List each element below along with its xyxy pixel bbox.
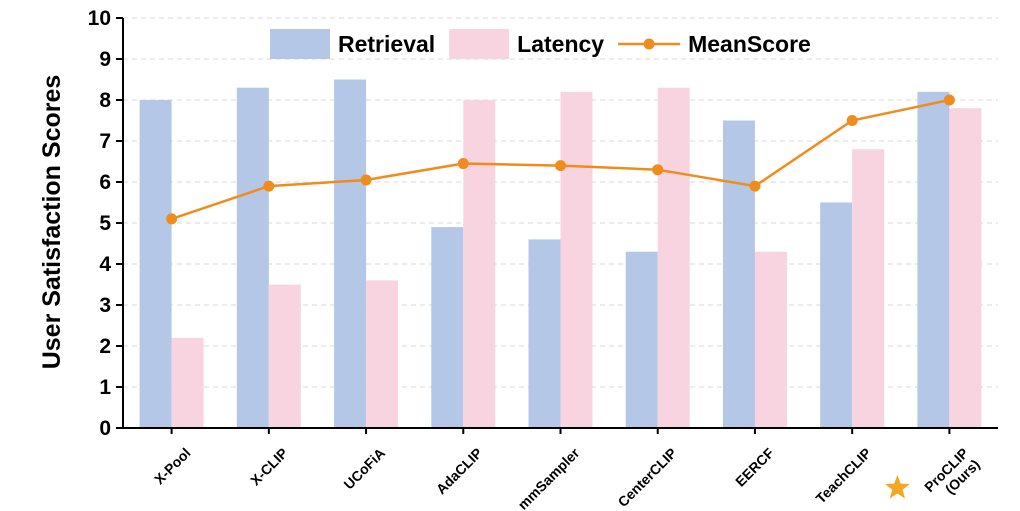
legend-item-latency: Latency — [449, 29, 604, 59]
legend-swatch — [449, 29, 510, 59]
x-tick-label: TeachCLIP — [812, 445, 874, 507]
y-tick-label: 2 — [99, 335, 111, 358]
y-tick-label: 8 — [99, 89, 111, 112]
y-tick-label: 10 — [88, 7, 111, 30]
bar-latency — [754, 251, 787, 428]
bar-latency — [852, 149, 885, 428]
mean-score-point — [555, 160, 566, 172]
bar-latency — [949, 108, 982, 428]
legend-swatch — [270, 29, 330, 59]
bar-retrieval — [917, 91, 950, 429]
mean-score-point — [166, 213, 178, 225]
mean-score-point — [360, 174, 372, 186]
y-tick-label: 9 — [99, 48, 111, 71]
bar-retrieval — [431, 227, 464, 428]
x-tick-label: CenterCLIP — [615, 445, 680, 510]
y-axis-title: User Satisfaction Scores — [38, 75, 66, 370]
legend-label: Latency — [517, 31, 604, 57]
x-tick-label: UCoFiA — [340, 445, 388, 493]
mean-score-point — [749, 180, 761, 192]
bar-latency — [560, 91, 593, 429]
x-tick-label: X-Pool — [151, 445, 194, 488]
legend-label: MeanScore — [688, 31, 811, 57]
x-tick-label: EERCF — [732, 444, 777, 489]
bar-latency — [366, 280, 399, 428]
y-tick-label: 1 — [99, 376, 111, 399]
bar-retrieval — [334, 79, 367, 428]
bar-retrieval — [820, 202, 853, 428]
legend-item-meanscore: MeanScore — [618, 31, 811, 57]
bar-retrieval — [236, 87, 269, 428]
bar-latency — [463, 100, 496, 428]
legend-marker — [643, 38, 655, 50]
x-tick-label: X-CLIP — [247, 445, 291, 489]
bar-latency — [171, 337, 204, 428]
mean-score-line — [166, 94, 955, 225]
mean-score-point — [263, 180, 275, 192]
y-tick-label: 7 — [99, 130, 111, 153]
legend-label: Retrieval — [338, 31, 435, 57]
bar-retrieval — [722, 120, 755, 428]
y-tick-labels: 0 1 2 3 4 5 6 7 8 9 10 — [88, 7, 112, 440]
mean-score-point — [846, 115, 858, 126]
bars — [139, 79, 982, 429]
y-tick-label: 5 — [99, 212, 111, 235]
bar-retrieval — [528, 239, 561, 428]
y-tick-label: 4 — [99, 253, 111, 276]
mean-score-point — [457, 158, 469, 170]
bar-retrieval — [625, 251, 658, 428]
y-tick-label: 3 — [99, 294, 111, 317]
x-tick-label: AdaCLIP — [433, 445, 486, 498]
x-tick-label: mmSampler — [515, 444, 583, 511]
y-tick-label: 0 — [99, 417, 111, 440]
x-tick-labels: X-Pool X-CLIP UCoFiA AdaCLIP mmSampler Center… — [151, 444, 983, 511]
bar-latency — [657, 87, 690, 428]
mean-score-point — [943, 94, 955, 106]
y-tick-label: 6 — [99, 171, 111, 194]
axes — [116, 17, 998, 434]
star-icon — [885, 475, 910, 499]
x-tick-label: ProCLIP(Ours) — [921, 445, 983, 507]
mean-score-point — [652, 164, 664, 176]
legend: Retrieval Latency MeanScore — [270, 29, 811, 59]
bar-retrieval — [139, 100, 172, 428]
bar-latency — [268, 284, 301, 428]
legend-item-retrieval: Retrieval — [270, 29, 435, 59]
